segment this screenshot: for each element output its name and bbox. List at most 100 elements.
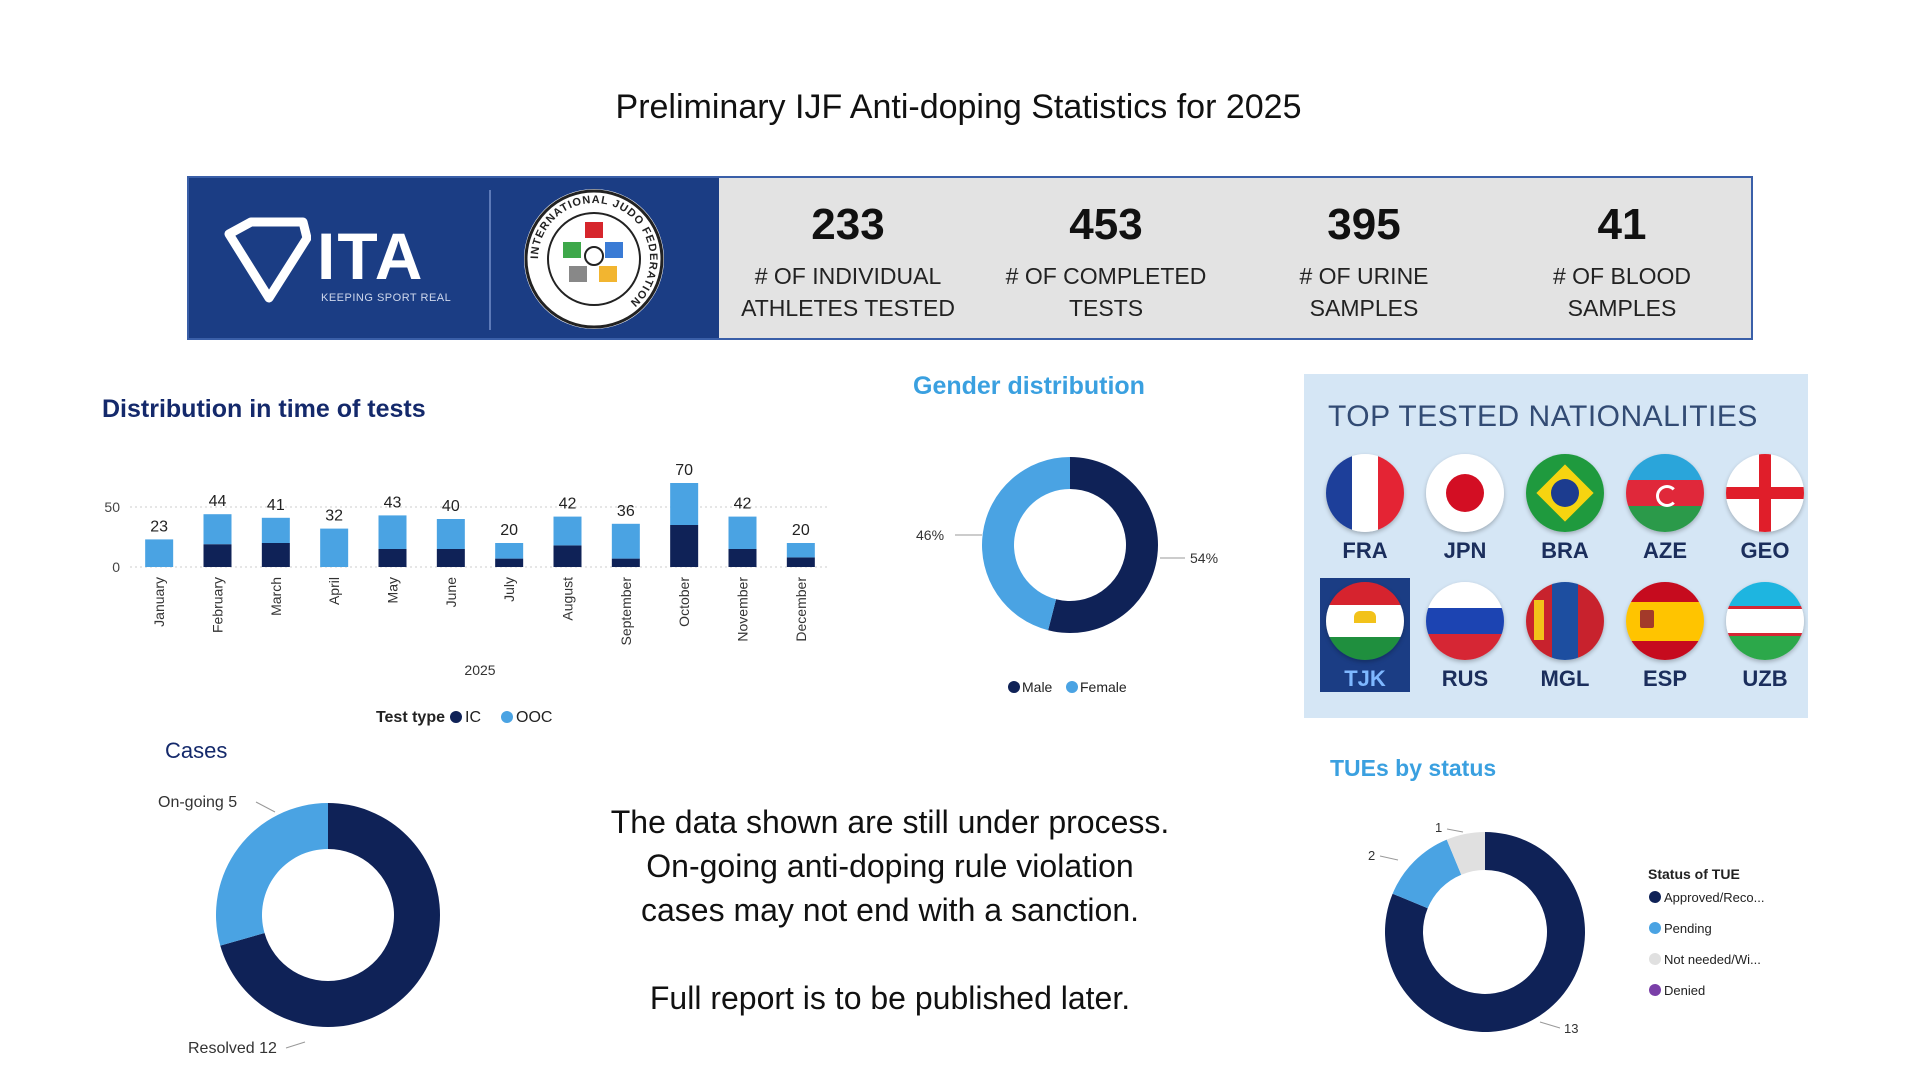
- flag-uzb-icon[interactable]: [1726, 582, 1804, 660]
- flag-mgl-icon[interactable]: [1526, 582, 1604, 660]
- stat-tests: 453 # OF COMPLETED TESTS: [977, 178, 1235, 338]
- y-tick-label: 0: [112, 559, 120, 575]
- legend-title: Test type: [376, 709, 445, 726]
- disclaimer-line: On-going anti-doping rule violation: [646, 848, 1134, 884]
- donut-slice: [220, 803, 441, 1027]
- x-tick-label: August: [560, 577, 576, 621]
- ita-shield-icon: [224, 217, 311, 303]
- legend-dot-female: [1066, 681, 1078, 693]
- x-tick-label: December: [793, 577, 809, 642]
- disclaimer-line: The data shown are still under process.: [610, 804, 1170, 840]
- bar-ooc: [495, 543, 524, 559]
- nationality-code: JPN: [1443, 538, 1487, 563]
- data-label: 42: [559, 496, 577, 513]
- stat-urine: 395 # OF URINE SAMPLES: [1235, 178, 1493, 338]
- flag-fra-icon[interactable]: [1326, 454, 1404, 532]
- flag-esp-icon[interactable]: [1626, 582, 1704, 660]
- x-tick-label: October: [676, 577, 692, 627]
- stat-value: 233: [811, 200, 885, 249]
- disclaimer-line: Full report is to be published later.: [649, 980, 1131, 1016]
- legend-label: Not needed/Wi...: [1664, 952, 1761, 967]
- leader-line: [285, 1041, 306, 1049]
- flag-geo-icon[interactable]: [1726, 454, 1804, 532]
- legend-label: IC: [465, 709, 481, 726]
- data-label: 42: [734, 496, 752, 513]
- x-tick-label: September: [618, 577, 634, 646]
- data-label: 20: [500, 522, 518, 539]
- time-distribution-chart: 0 50 23 January 44 February 41 March 32 April 43 Ma…: [104, 462, 830, 726]
- flag-aze-icon[interactable]: [1626, 454, 1704, 532]
- legend-dot: [1649, 891, 1661, 903]
- nationality-code: MGL: [1540, 666, 1590, 691]
- cases-donut-chart: On-going 5 Resolved 12: [158, 794, 441, 1057]
- nationality-code: BRA: [1541, 538, 1589, 563]
- slice-label: 54%: [1190, 550, 1218, 566]
- stats-banner: ITA KEEPING SPORT REAL INTERNATIONAL JUD…: [187, 176, 1753, 340]
- x-tick-label: June: [443, 577, 459, 608]
- nationality-code: RUS: [1441, 666, 1489, 691]
- y-tick-label: 50: [104, 499, 120, 515]
- legend-dot: [1649, 922, 1661, 934]
- legend-dot-male: [1008, 681, 1020, 693]
- slice-label: Resolved 12: [188, 1040, 277, 1057]
- bar-ooc: [670, 483, 699, 525]
- bar-ooc: [728, 516, 757, 549]
- legend-dot-ic: [450, 711, 462, 723]
- legend-title: Status of TUE: [1648, 866, 1740, 882]
- x-tick-label: January: [151, 577, 167, 627]
- tue-chart-title: TUEs by status: [1330, 755, 1497, 781]
- flag-bra-icon[interactable]: [1526, 454, 1604, 532]
- spacer: [520, 932, 1260, 976]
- donut-slice: [216, 803, 328, 946]
- donut-slice: [1392, 839, 1462, 909]
- bar-ic: [378, 549, 407, 567]
- flag-rus-icon[interactable]: [1426, 582, 1504, 660]
- legend-dot-ooc: [501, 711, 513, 723]
- bar-ic: [786, 557, 815, 567]
- data-label: 20: [792, 522, 810, 539]
- logo-area: ITA KEEPING SPORT REAL INTERNATIONAL JUD…: [189, 178, 719, 338]
- leader-line: [1539, 1021, 1561, 1029]
- bar-ooc: [145, 539, 174, 567]
- data-label: 23: [150, 518, 168, 535]
- stat-label: # OF INDIVIDUAL ATHLETES TESTED: [741, 263, 955, 321]
- stat-athletes: 233 # OF INDIVIDUAL ATHLETES TESTED: [719, 178, 977, 338]
- bar-ooc: [261, 517, 290, 543]
- x-tick-label: April: [326, 577, 342, 605]
- tue-donut-chart: 1 2 13 Status of TUE Approved/Reco... Pending…: [1368, 820, 1764, 1036]
- x-tick-label: July: [501, 577, 517, 602]
- leader-line: [1379, 855, 1399, 861]
- bar-ic: [495, 558, 524, 567]
- legend-label: Pending: [1664, 921, 1712, 936]
- nationality-code: FRA: [1342, 538, 1388, 563]
- gender-donut-chart: 54% 46% Male Female: [916, 457, 1218, 695]
- legend-label: OOC: [516, 709, 552, 726]
- data-label: 36: [617, 503, 635, 520]
- stat-value: 453: [1069, 200, 1143, 249]
- x-tick-label: February: [210, 577, 226, 633]
- ita-tagline: KEEPING SPORT REAL: [321, 292, 452, 304]
- nationality-code: ESP: [1642, 666, 1688, 691]
- nationality-code: UZB: [1742, 666, 1788, 691]
- slice-label: 46%: [916, 527, 944, 543]
- bar-ooc: [786, 543, 815, 558]
- disclaimer-line: cases may not end with a sanction.: [640, 892, 1140, 928]
- data-label: 40: [442, 498, 460, 515]
- legend-label: Denied: [1664, 983, 1705, 998]
- leader-line: [1446, 828, 1464, 833]
- bar-ic: [261, 543, 290, 567]
- stat-blood: 41 # OF BLOOD SAMPLES: [1493, 178, 1751, 338]
- legend-dot: [1649, 953, 1661, 965]
- ita-logo-text: ITA: [317, 219, 425, 293]
- bar-ooc: [378, 515, 407, 549]
- flag-tjk-icon[interactable]: [1326, 582, 1404, 660]
- slice-label: 1: [1435, 820, 1442, 835]
- x-axis-label: 2025: [464, 662, 495, 678]
- x-tick-label: May: [385, 577, 401, 603]
- flag-jpn-icon[interactable]: [1426, 454, 1504, 532]
- donut-slice: [1048, 457, 1158, 633]
- leader-line: [255, 801, 276, 813]
- bar-ic: [553, 545, 582, 567]
- logo-divider: [489, 190, 491, 330]
- data-label: 32: [325, 508, 343, 525]
